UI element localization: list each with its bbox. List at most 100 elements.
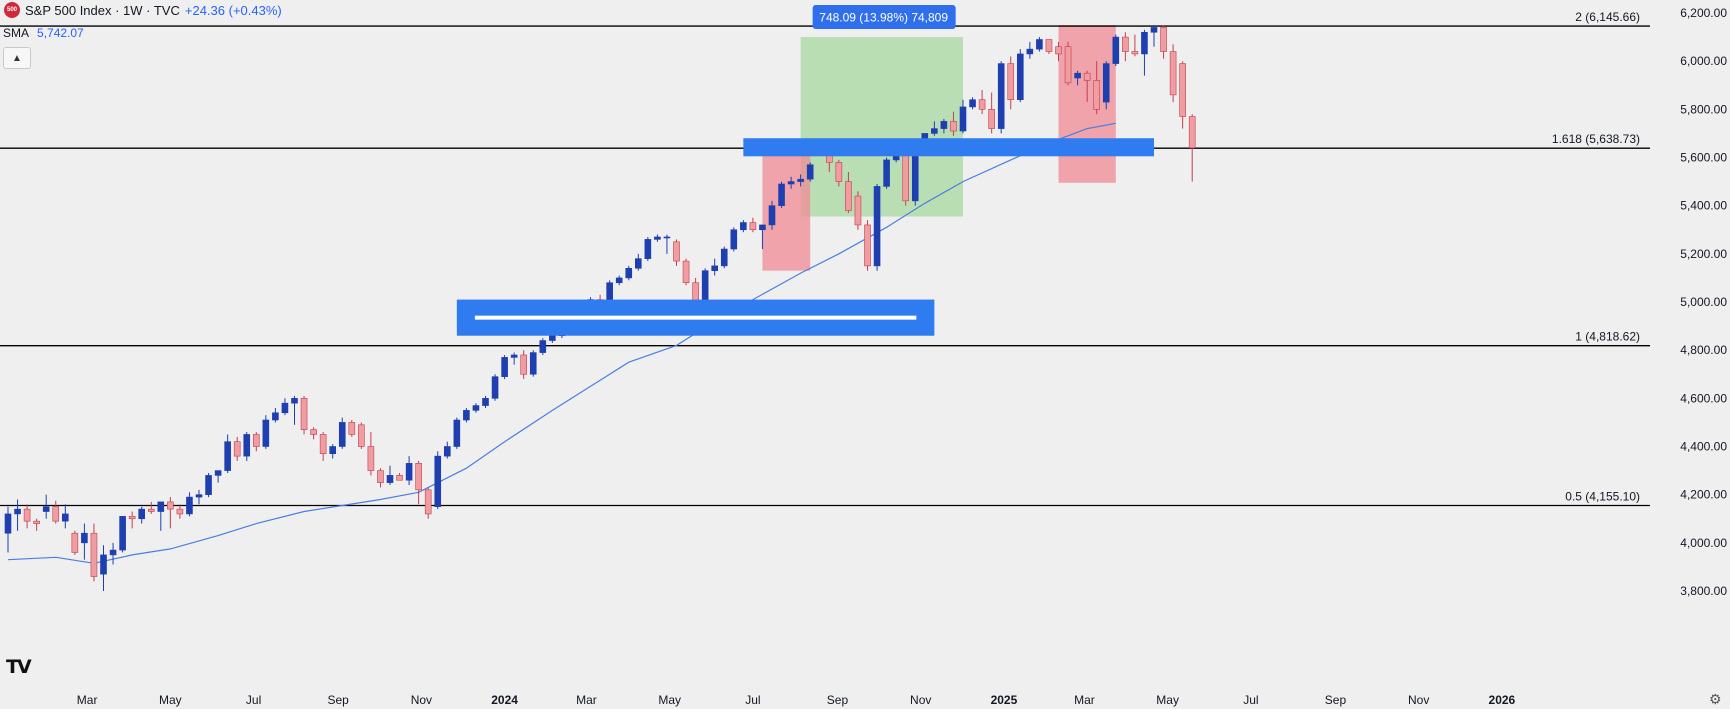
candle-bear <box>396 475 403 481</box>
candle-bull <box>329 446 337 455</box>
candle-bull <box>434 455 442 508</box>
fib-label: 1 (4,818.62) <box>1575 330 1640 344</box>
candle-bear <box>33 520 40 524</box>
x-tick-label: Nov <box>1408 693 1429 707</box>
candle-bull <box>224 441 231 471</box>
candle-bull <box>711 265 719 271</box>
candle-bear <box>1093 80 1100 110</box>
candle-bear <box>1169 51 1177 96</box>
x-tick-label: 2024 <box>491 693 518 707</box>
candle-bull <box>243 434 251 457</box>
y-tick-label: 5,800.00 <box>1680 102 1727 116</box>
candle-bull <box>606 282 613 303</box>
x-tick-label: Jul <box>745 693 760 707</box>
candle-bull <box>615 277 623 284</box>
y-tick-label: 5,600.00 <box>1680 151 1727 165</box>
price-change: +24.36 (+0.43%) <box>184 2 282 18</box>
candle-bull <box>1102 63 1110 103</box>
y-tick-label: 4,600.00 <box>1680 391 1727 405</box>
y-tick-label: 4,400.00 <box>1680 440 1727 454</box>
candle-bear <box>1064 46 1072 84</box>
candle-bear <box>1122 36 1129 52</box>
candle-bull <box>1026 48 1034 55</box>
y-tick-label: 5,200.00 <box>1680 247 1727 261</box>
candle-bull <box>787 181 795 185</box>
candle-bear <box>854 195 862 226</box>
gear-icon[interactable]: ⚙ <box>1709 691 1722 707</box>
candle-bull <box>81 532 88 544</box>
candle-bull <box>778 183 785 206</box>
fib-label: 2 (6,145.66) <box>1575 10 1640 24</box>
candle-bull <box>119 516 126 551</box>
candle-bull <box>644 239 652 259</box>
candle-bull <box>386 475 394 483</box>
x-tick-label: May <box>1156 693 1179 707</box>
candle-bear <box>90 532 98 577</box>
candle-bear <box>310 429 317 435</box>
candle-bull <box>940 121 948 129</box>
candle-bear <box>233 441 241 457</box>
candle-bull <box>730 229 738 250</box>
candle-bull <box>634 258 642 269</box>
candle-bull <box>157 501 165 512</box>
fib-label: 1.618 (5,638.73) <box>1552 132 1640 146</box>
candle-bull <box>100 554 107 575</box>
candle-bull <box>510 354 518 358</box>
symbol-title[interactable]: S&P 500 Index · 1W · TVC <box>25 2 180 18</box>
candle-bear <box>147 508 155 512</box>
support-zones[interactable] <box>456 138 1154 336</box>
candle-bear <box>167 501 174 510</box>
candle-bear <box>1188 116 1196 149</box>
time-axis[interactable]: Mar May Jul Sep Nov 2024 Mar May Jul Sep Nov 2025 Ma… <box>77 693 1516 707</box>
candle-bear <box>52 506 60 522</box>
candle-bull <box>482 398 489 406</box>
sma-label: SMA <box>3 26 30 40</box>
candle-bull <box>1016 53 1024 101</box>
sma-legend[interactable]: SMA 5,742.07 <box>3 26 84 40</box>
candle-bull <box>272 412 279 421</box>
x-tick-label: 2025 <box>991 693 1018 707</box>
x-tick-label: Nov <box>411 693 432 707</box>
candle-bull <box>931 128 938 134</box>
candle-bear <box>1055 46 1062 55</box>
candle-bear <box>1179 63 1186 117</box>
candle-bear <box>978 99 986 110</box>
tradingview-logo[interactable]: TV <box>6 656 32 678</box>
candle-bull <box>883 159 890 187</box>
x-tick-label: Sep <box>327 693 349 707</box>
candle-bull <box>443 446 451 457</box>
candle-bear <box>415 463 422 491</box>
candle-bear <box>300 398 308 430</box>
sma-series <box>7 122 1116 564</box>
candle-bull <box>463 410 470 421</box>
candle-bull <box>969 99 976 108</box>
candle-bear <box>950 121 957 132</box>
candle-bull <box>625 267 633 279</box>
candle-bull <box>806 164 814 180</box>
price-axis[interactable]: 6,200.00 6,000.00 5,800.00 5,600.00 5,400.00… <box>1680 6 1727 598</box>
measure-tooltip: 748.09 (13.98%) 74,809 <box>812 5 956 29</box>
candle-bull <box>1150 27 1158 33</box>
candle-bull <box>491 376 499 399</box>
candle-bear <box>176 508 184 515</box>
candle-bull <box>529 352 537 375</box>
collapse-legend-button[interactable]: ▲ <box>3 47 31 69</box>
symbol-logo-icon: 500 <box>4 2 20 18</box>
candle-bull <box>453 419 461 447</box>
candle-bear <box>253 434 260 447</box>
x-tick-label: Sep <box>827 693 849 707</box>
candle-bull <box>654 236 661 240</box>
candle-bull <box>1112 36 1120 64</box>
candle-bull <box>291 398 298 404</box>
candle-bull <box>1074 72 1081 79</box>
x-tick-label: Mar <box>77 693 98 707</box>
candle-bull <box>109 549 117 556</box>
y-tick-label: 6,200.00 <box>1680 6 1727 20</box>
candle-bull <box>405 463 413 481</box>
candle-bear <box>845 181 852 211</box>
y-tick-label: 4,200.00 <box>1680 488 1727 502</box>
candle-bull <box>759 224 766 231</box>
candle-bear <box>682 260 690 284</box>
candle-bull <box>42 506 50 512</box>
